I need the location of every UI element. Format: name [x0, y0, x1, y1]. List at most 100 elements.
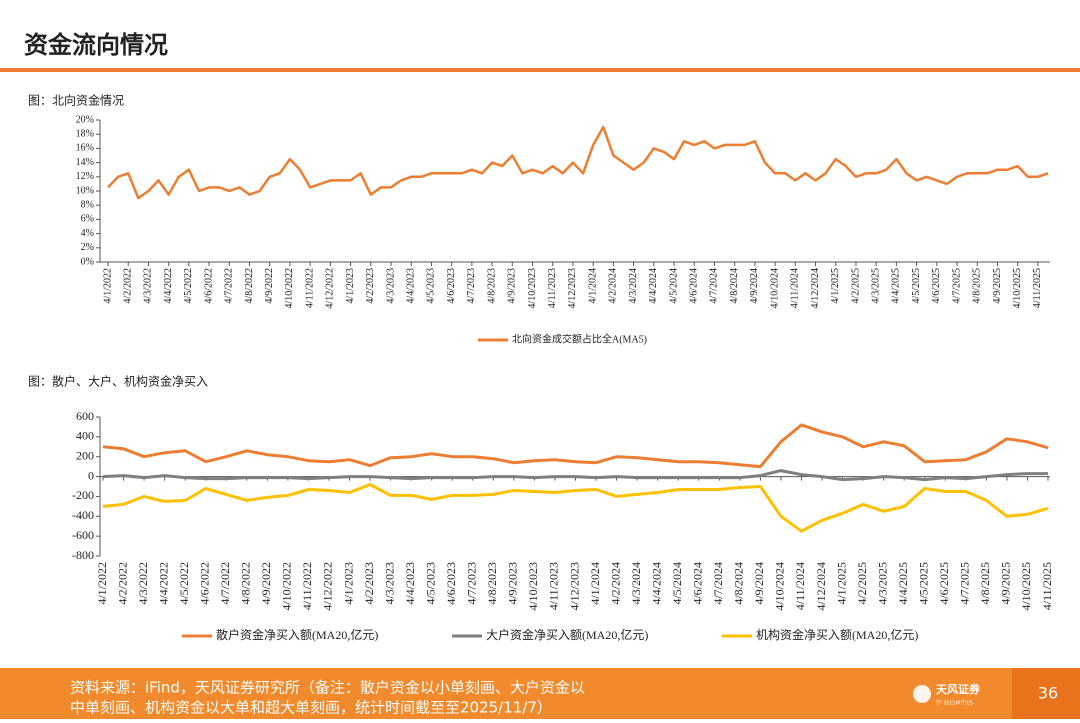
y-tick-label: 18% [76, 128, 94, 139]
logo-text: 天风证券 [936, 682, 981, 696]
x-tick-label: 4/8/2023 [485, 562, 499, 605]
y-tick-label: 6% [81, 214, 94, 225]
y-tick-label: 16% [76, 143, 94, 154]
x-tick-label: 4/10/2025 [1012, 268, 1023, 309]
x-tick-label: 4/10/2022 [280, 562, 294, 611]
x-tick-label: 4/4/2024 [648, 268, 659, 304]
x-tick-label: 4/5/2024 [668, 268, 679, 304]
x-tick-label: 4/7/2023 [465, 562, 479, 605]
logo-icon [913, 685, 931, 703]
legend-label: 散户资金净买入额(MA20,亿元) [216, 627, 378, 642]
page-box [1012, 668, 1080, 719]
x-tick-label: 4/7/2022 [224, 268, 235, 304]
y-tick-label: 10% [76, 185, 94, 196]
x-tick-label: 4/2/2025 [855, 562, 869, 605]
x-tick-label: 4/7/2024 [711, 562, 725, 605]
y-tick-label: 0 [88, 468, 94, 482]
x-tick-label: 4/5/2024 [670, 562, 684, 605]
x-tick-label: 4/3/2022 [136, 562, 150, 605]
x-tick-label: 4/12/2024 [810, 268, 821, 309]
x-tick-label: 4/6/2025 [937, 562, 951, 605]
x-tick-label: 4/4/2024 [649, 562, 663, 605]
x-tick-label: 4/3/2025 [875, 562, 889, 605]
x-tick-label: 4/11/2022 [304, 268, 315, 308]
y-tick-label: 200 [76, 448, 94, 462]
y-tick-label: 0% [81, 256, 94, 267]
x-tick-label: 4/6/2022 [197, 562, 211, 605]
x-tick-label: 4/4/2025 [891, 268, 902, 304]
x-tick-label: 4/6/2024 [691, 562, 705, 605]
x-tick-label: 4/3/2024 [629, 562, 643, 605]
x-tick-label: 4/1/2025 [830, 268, 841, 304]
x-tick-label: 4/8/2025 [978, 562, 992, 605]
x-tick-label: 4/8/2023 [486, 268, 497, 304]
x-tick-label: 4/7/2024 [709, 268, 720, 304]
x-tick-label: 4/1/2023 [345, 268, 356, 304]
x-tick-label: 4/5/2022 [183, 268, 194, 304]
x-tick-label: 4/5/2023 [423, 562, 437, 605]
footer-source: 中单刻画、机构资金以大单和超大单刻画，统计时间截至至2025/11/7） [70, 699, 552, 717]
x-tick-label: 4/5/2025 [911, 268, 922, 304]
x-tick-label: 4/2/2025 [850, 268, 861, 304]
x-tick-label: 4/3/2024 [628, 268, 639, 304]
x-tick-label: 4/4/2022 [156, 562, 170, 605]
x-tick-label: 4/10/2023 [527, 268, 538, 309]
x-tick-label: 4/6/2023 [446, 268, 457, 304]
x-tick-label: 4/10/2022 [284, 268, 295, 309]
footer-source: 资料来源：iFind，天风证券研究所（备注：散户资金以小单刻画、大户资金以 [70, 679, 585, 697]
x-tick-label: 4/11/2024 [793, 562, 807, 610]
x-tick-label: 4/8/2022 [239, 562, 253, 605]
x-tick-label: 4/9/2022 [264, 268, 275, 304]
y-tick-label: -600 [72, 528, 94, 542]
x-tick-label: 4/8/2024 [732, 562, 746, 605]
series-line [107, 125, 1049, 200]
x-tick-label: 4/12/2022 [325, 268, 336, 309]
x-tick-label: 4/11/2025 [1032, 268, 1043, 308]
slide-title: 资金流向情况 [24, 31, 168, 59]
x-tick-label: 4/10/2024 [773, 562, 787, 611]
y-tick-label: -400 [72, 508, 94, 522]
y-tick-label: 600 [76, 409, 94, 423]
x-tick-label: 4/11/2024 [790, 268, 801, 308]
x-tick-label: 4/7/2025 [958, 562, 972, 605]
header-rule [0, 68, 1080, 72]
legend-label: 机构资金净买入额(MA20,亿元) [756, 627, 918, 642]
y-tick-label: 14% [76, 157, 94, 168]
x-tick-label: 4/10/2025 [1019, 562, 1033, 611]
x-tick-label: 4/1/2024 [587, 268, 598, 304]
x-tick-label: 4/8/2024 [729, 268, 740, 304]
x-tick-label: 4/3/2023 [385, 268, 396, 304]
series-line [102, 423, 1049, 469]
y-tick-label: 12% [76, 171, 94, 182]
x-tick-label: 4/5/2025 [916, 562, 930, 605]
y-tick-label: 8% [81, 199, 94, 210]
y-tick-label: 20% [76, 114, 94, 125]
x-tick-label: 4/9/2023 [506, 562, 520, 605]
x-tick-label: 4/10/2024 [769, 268, 780, 309]
x-tick-label: 4/1/2022 [102, 268, 113, 304]
x-tick-label: 4/4/2025 [896, 562, 910, 605]
x-tick-label: 4/2/2022 [115, 562, 129, 605]
x-tick-label: 4/9/2023 [507, 268, 518, 304]
x-tick-label: 4/5/2022 [177, 562, 191, 605]
legend-label: 大户资金净买入额(MA20,亿元) [486, 627, 648, 642]
x-tick-label: 4/8/2025 [972, 268, 983, 304]
x-tick-label: 4/1/2023 [341, 562, 355, 605]
footer-band [0, 668, 1080, 719]
logo-sub: TF SECURITIES [935, 701, 973, 707]
x-tick-label: 4/12/2022 [321, 562, 335, 611]
x-tick-label: 4/6/2024 [689, 268, 700, 304]
x-tick-label: 4/6/2022 [203, 268, 214, 304]
x-tick-label: 4/10/2023 [526, 562, 540, 611]
x-tick-label: 4/4/2023 [406, 268, 417, 304]
x-tick-label: 4/6/2025 [931, 268, 942, 304]
x-tick-label: 4/9/2025 [999, 562, 1013, 605]
x-tick-label: 4/7/2025 [951, 268, 962, 304]
x-tick-label: 4/7/2023 [466, 268, 477, 304]
x-tick-label: 4/1/2024 [588, 562, 602, 605]
x-tick-label: 4/5/2023 [426, 268, 437, 304]
y-tick-label: 2% [81, 242, 94, 253]
x-tick-label: 4/6/2023 [444, 562, 458, 605]
x-tick-label: 4/1/2025 [834, 562, 848, 605]
